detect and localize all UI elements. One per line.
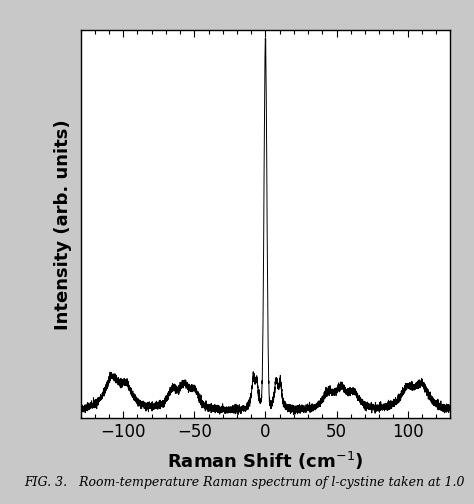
X-axis label: Raman Shift (cm$^{-1}$): Raman Shift (cm$^{-1}$) xyxy=(167,450,364,472)
Text: FIG. 3.   Room-temperature Raman spectrum of l-cystine taken at 1.0: FIG. 3. Room-temperature Raman spectrum … xyxy=(24,476,464,489)
Y-axis label: Intensity (arb. units): Intensity (arb. units) xyxy=(54,119,72,330)
